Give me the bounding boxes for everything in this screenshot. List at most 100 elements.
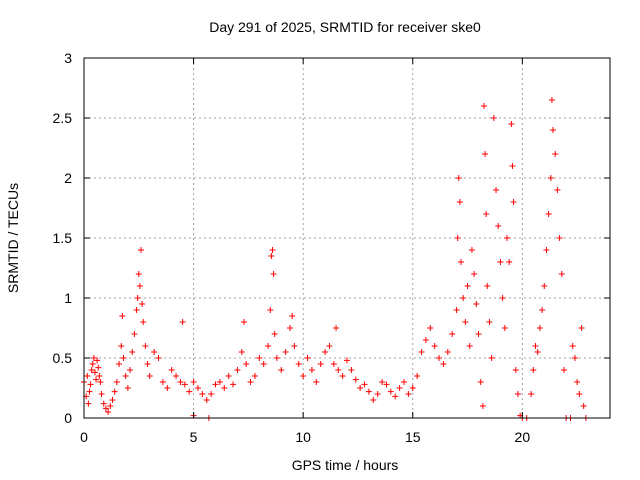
data-point bbox=[300, 373, 307, 379]
grid-lines bbox=[84, 58, 610, 418]
data-point bbox=[454, 235, 461, 241]
data-point bbox=[471, 271, 478, 277]
data-point bbox=[330, 361, 337, 367]
data-point bbox=[251, 373, 258, 379]
data-point bbox=[136, 283, 143, 289]
data-point bbox=[116, 361, 123, 367]
data-point bbox=[216, 379, 223, 385]
data-point bbox=[365, 388, 372, 395]
data-point bbox=[177, 379, 184, 385]
data-points bbox=[81, 97, 589, 421]
data-point bbox=[247, 379, 254, 385]
data-point bbox=[234, 367, 241, 373]
data-point bbox=[131, 331, 138, 337]
data-point bbox=[436, 355, 443, 361]
data-point bbox=[534, 349, 541, 355]
y-tick-label: 2 bbox=[64, 170, 72, 186]
y-tick-label: 0.5 bbox=[53, 350, 73, 366]
data-point bbox=[190, 379, 197, 385]
data-point bbox=[86, 388, 93, 395]
data-point bbox=[168, 367, 175, 373]
data-point bbox=[468, 247, 475, 253]
data-point bbox=[333, 325, 340, 331]
data-point bbox=[508, 121, 515, 127]
data-point bbox=[512, 367, 519, 373]
data-point bbox=[97, 379, 104, 385]
data-point bbox=[462, 319, 469, 325]
data-point bbox=[357, 385, 364, 391]
data-point bbox=[400, 379, 407, 385]
data-point bbox=[295, 361, 302, 367]
data-point bbox=[155, 355, 162, 361]
x-axis-label: GPS time / hours bbox=[292, 457, 399, 473]
data-point bbox=[499, 295, 506, 301]
data-point bbox=[87, 381, 94, 388]
data-point bbox=[344, 357, 350, 364]
data-point bbox=[181, 381, 188, 388]
data-point bbox=[84, 373, 91, 379]
data-point bbox=[484, 283, 491, 289]
data-point bbox=[539, 307, 546, 313]
data-point bbox=[477, 379, 484, 385]
data-point bbox=[506, 259, 513, 265]
data-point bbox=[91, 369, 98, 376]
data-point bbox=[119, 313, 126, 319]
data-point bbox=[578, 325, 585, 331]
data-point bbox=[480, 103, 487, 109]
data-point bbox=[528, 391, 535, 397]
data-point bbox=[497, 259, 504, 265]
data-point bbox=[98, 391, 105, 397]
data-point bbox=[186, 388, 193, 395]
data-point bbox=[466, 343, 473, 349]
data-point bbox=[576, 391, 583, 397]
data-point bbox=[361, 381, 368, 388]
data-point bbox=[543, 247, 550, 253]
data-point bbox=[179, 319, 186, 325]
data-point bbox=[291, 343, 298, 349]
data-point bbox=[335, 367, 342, 373]
data-point bbox=[422, 337, 429, 343]
data-point bbox=[142, 343, 149, 349]
data-point bbox=[536, 325, 543, 331]
data-point bbox=[265, 343, 272, 349]
data-point bbox=[560, 367, 567, 373]
data-point bbox=[552, 151, 559, 157]
data-point bbox=[453, 307, 460, 313]
data-point bbox=[173, 373, 180, 379]
data-point bbox=[129, 349, 136, 355]
data-point bbox=[550, 127, 557, 133]
data-point bbox=[109, 397, 116, 403]
data-point bbox=[475, 331, 482, 337]
data-point bbox=[95, 364, 102, 371]
data-point bbox=[199, 391, 206, 397]
data-point bbox=[548, 97, 555, 103]
data-point bbox=[379, 379, 386, 385]
data-point bbox=[457, 259, 464, 265]
data-point bbox=[124, 385, 131, 391]
data-point bbox=[273, 355, 280, 361]
y-tick-label: 0 bbox=[64, 410, 72, 426]
data-point bbox=[374, 391, 381, 397]
plot-frame bbox=[83, 57, 611, 419]
data-point bbox=[455, 175, 462, 181]
data-point bbox=[339, 373, 346, 379]
data-point bbox=[414, 373, 421, 379]
data-point bbox=[100, 400, 107, 407]
data-point bbox=[208, 391, 215, 397]
y-tick-label: 1 bbox=[64, 290, 72, 306]
data-point bbox=[418, 349, 425, 355]
data-point bbox=[383, 381, 390, 388]
data-point bbox=[113, 379, 120, 385]
data-point bbox=[221, 385, 228, 391]
data-point bbox=[456, 199, 463, 205]
y-tick-label: 1.5 bbox=[53, 230, 73, 246]
chart-title: Day 291 of 2025, SRMTID for receiver ske… bbox=[209, 19, 481, 35]
data-point bbox=[230, 381, 237, 388]
x-tick-label: 10 bbox=[295, 429, 311, 445]
data-point bbox=[541, 283, 548, 289]
data-point bbox=[139, 301, 146, 307]
data-point bbox=[278, 367, 285, 373]
data-point bbox=[532, 343, 539, 349]
data-point bbox=[482, 151, 489, 157]
data-point bbox=[267, 307, 274, 313]
